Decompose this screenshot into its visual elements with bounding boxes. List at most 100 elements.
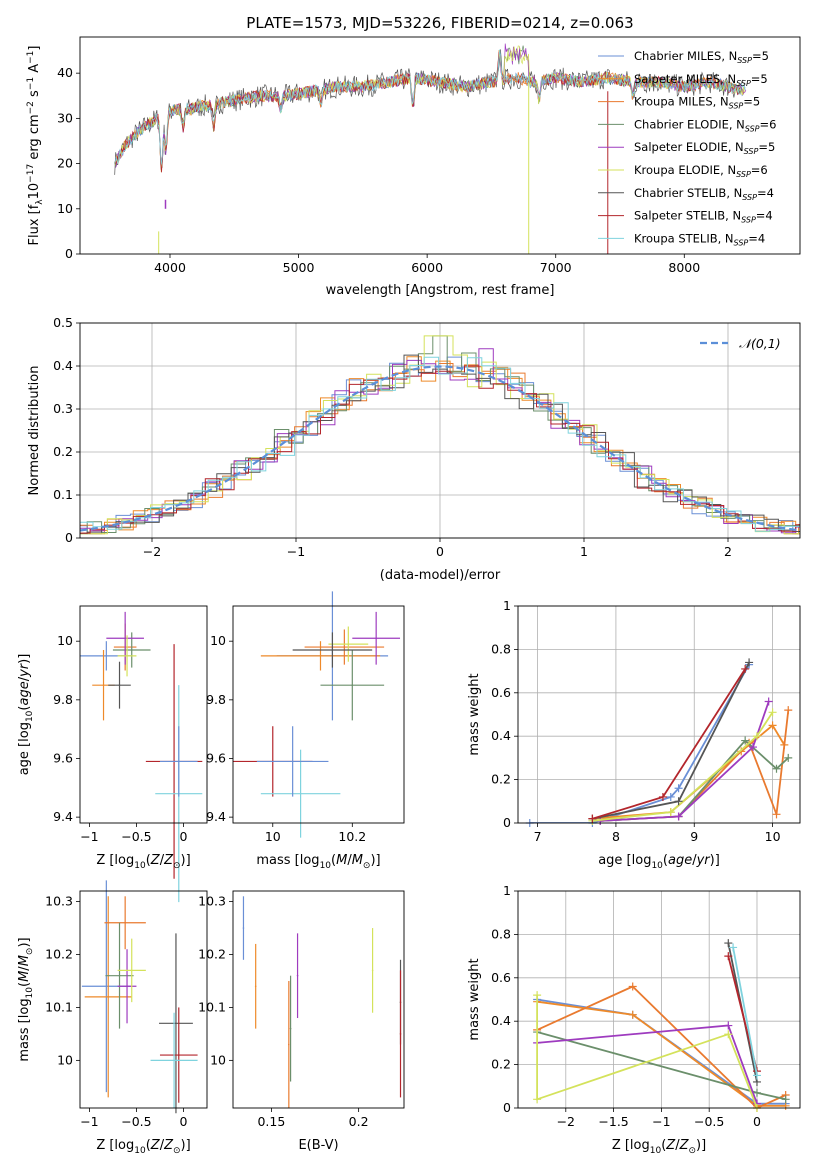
label-part: Z (163, 1138, 174, 1153)
label-part: =6 (760, 117, 777, 131)
x-tick-label: −0.5 (121, 829, 151, 844)
histogram-5 (80, 335, 800, 535)
y-tick-label: 0.4 (491, 728, 511, 743)
mass-vs-Z-frame (79, 890, 208, 1109)
label-part: erg cm (27, 114, 42, 163)
data-point (299, 792, 302, 795)
y-axis-label: mass weight (467, 958, 482, 1040)
label-part: ⊙ (25, 948, 35, 956)
legend-label: Salpeter ELODIE, NSSP=5 (634, 140, 775, 156)
label-part: SSP (744, 147, 759, 156)
label-part: Kroupa MILES, N (634, 95, 729, 109)
data-point (343, 646, 346, 648)
y-tick-label: 0 (503, 1100, 511, 1115)
label-part: Salpeter MILES, N (634, 72, 736, 86)
label-part: / (17, 676, 32, 681)
label-part: M (336, 853, 347, 868)
y-axis-label: Normed distribution (27, 366, 42, 496)
label-part: Z (150, 853, 161, 868)
data-point (126, 655, 128, 657)
mass-vs-ebv-frame (232, 890, 405, 1109)
label-part: 10 (25, 987, 35, 999)
x-tick-label: 6000 (411, 260, 443, 275)
y-axis-label: mass [log10(M/M⊙)] (17, 937, 35, 1061)
data-point (296, 974, 299, 977)
data-point (130, 649, 133, 651)
x-tick-label: −2 (557, 1114, 575, 1129)
data-marker (752, 1088, 761, 1097)
label-part: 10 (134, 1146, 146, 1156)
data-marker (674, 797, 683, 806)
label-part: =5 (752, 49, 769, 63)
spectrum-frame (79, 36, 801, 255)
label-part: ( (17, 706, 32, 711)
data-marker (752, 1071, 761, 1080)
x-tick-label: 10.2 (338, 829, 366, 844)
label-part: )] (181, 853, 191, 868)
label-part: Chabrier MILES, N (634, 49, 737, 63)
data-point (399, 1033, 402, 1035)
data-point (118, 974, 121, 977)
label-part: Z (150, 1138, 161, 1153)
label-part: 10 (320, 861, 332, 871)
label-part: Z [log (612, 1138, 650, 1153)
data-marker (772, 764, 781, 773)
x-tick-label: 8 (612, 829, 620, 844)
x-axis-label: Z [log10(Z/Z⊙)] (612, 1138, 706, 1156)
data-point (118, 684, 121, 686)
label-part: 10 (27, 183, 42, 200)
y-tick-label: 10 (57, 201, 73, 216)
data-marker (724, 952, 733, 961)
x-tick-label: −1 (80, 829, 98, 844)
label-part: Salpeter STELIB, N (634, 209, 741, 223)
series-line-7 (592, 668, 746, 820)
data-point (124, 921, 126, 924)
spectrum-axes: 4000 5000 6000 7000 8000 0 10 20 30 40 wavelength … (26, 43, 776, 298)
label-part: Z (163, 853, 174, 868)
data-point (177, 1054, 180, 1056)
data-point (242, 927, 245, 929)
y-tick-label: 9.6 (206, 750, 226, 765)
residuals-axes: −2 −1 0 1 2 0 0.1 0.2 0.3 0.4 0.5 (data-model)/erro… (27, 315, 800, 583)
data-marker (741, 736, 750, 745)
y-tick-label: 10.3 (198, 894, 226, 909)
label-part: Kroupa ELODIE, N (634, 163, 736, 177)
label-part: λ (35, 199, 45, 205)
label-part: / (675, 1138, 680, 1153)
series-line-2 (536, 985, 787, 1108)
x-tick-label: −2 (143, 544, 161, 559)
x-tick-label: 4000 (154, 260, 186, 275)
label-part: −17 (26, 164, 36, 183)
data-point (371, 969, 374, 972)
data-marker (628, 982, 637, 991)
legend-label: Chabrier ELODIE, NSSP=6 (634, 117, 776, 133)
x-axis-label: (data-model)/error (380, 568, 501, 583)
data-marker (724, 1030, 733, 1039)
x-tick-label: 9 (690, 829, 698, 844)
label-part: =5 (751, 72, 768, 86)
data-marker (666, 808, 675, 817)
label-part: Z (679, 1138, 690, 1153)
label-part: SSP (736, 170, 751, 179)
y-tick-label: 0 (65, 530, 73, 545)
y-tick-label: 0.2 (53, 444, 73, 459)
y-tick-label: 0.8 (491, 641, 511, 656)
x-tick-label: 2 (724, 544, 732, 559)
legend-label: Salpeter MILES, NSSP=5 (634, 72, 768, 88)
histogram-1 (80, 356, 800, 535)
data-marker (533, 991, 542, 1000)
label-part: 10 (651, 861, 663, 871)
x-tick-label: 7000 (540, 260, 572, 275)
label-part: age [log (17, 722, 32, 775)
data-marker (772, 810, 781, 819)
label-part: =4 (748, 231, 765, 245)
label-part: mass [log (256, 853, 319, 868)
y-tick-label: 9.4 (53, 809, 73, 824)
x-axis-label: wavelength [Angstrom, rest frame] (326, 283, 555, 298)
x-tick-label: 0 (180, 1114, 188, 1129)
label-part: 10 (134, 861, 146, 871)
data-marker (764, 697, 773, 706)
data-marker (784, 753, 793, 762)
y-tick-label: 0.4 (53, 358, 73, 373)
data-marker (724, 939, 733, 948)
